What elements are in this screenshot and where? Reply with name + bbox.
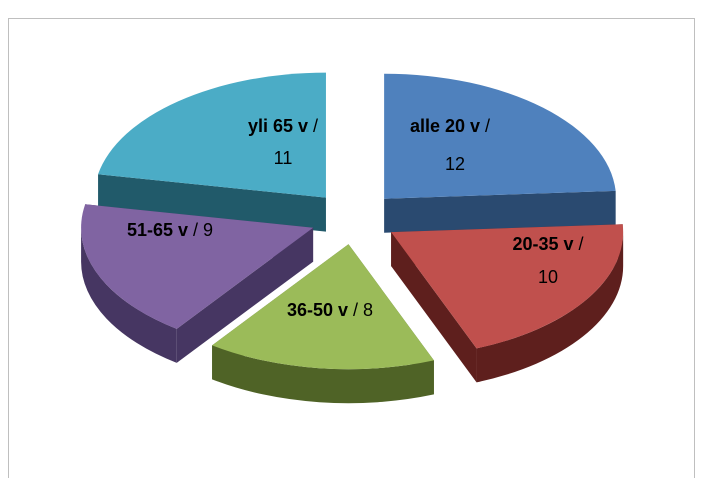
pie-side-2-0 — [212, 345, 434, 404]
pie-slice-3 — [81, 204, 314, 329]
slice-value-0: 12 — [445, 154, 465, 174]
pie-wall-3-0 — [176, 227, 314, 363]
slice-label-4: yli 65 v / — [248, 116, 318, 136]
slice-label-3: 51-65 v / 9 — [127, 220, 213, 240]
slice-value-4: 11 — [274, 148, 293, 168]
pie-slice-1 — [391, 224, 624, 349]
pie-slice-2 — [212, 244, 434, 370]
pie-wall-4-0 — [98, 174, 326, 232]
slice-value-1: 10 — [538, 267, 558, 287]
pie-slice-4 — [98, 72, 326, 198]
slice-label-1: 20-35 v / — [512, 234, 583, 254]
pie-wall-0-1 — [384, 190, 616, 233]
pie-wall-1-1 — [391, 232, 477, 383]
pie-side-1-0 — [476, 232, 624, 383]
pie-slice-0 — [384, 73, 616, 199]
slice-label-0: alle 20 v / — [410, 116, 490, 136]
pie-labels: alle 20 v / 12 20-35 v / 10 36-50 v / 8 51-65… — [127, 116, 584, 320]
pie-tops — [81, 72, 624, 370]
slice-label-2: 36-50 v / 8 — [287, 300, 373, 320]
pie-side-3-0 — [81, 227, 177, 363]
